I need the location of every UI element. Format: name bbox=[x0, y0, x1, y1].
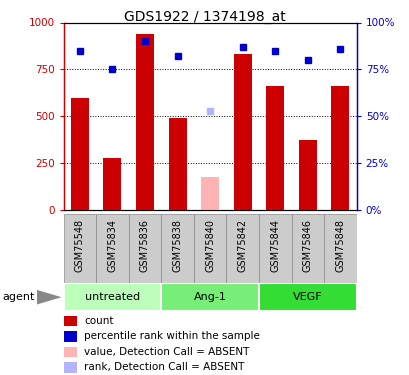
Text: GSM75836: GSM75836 bbox=[139, 219, 150, 272]
Text: GSM75846: GSM75846 bbox=[302, 219, 312, 272]
Text: agent: agent bbox=[2, 292, 34, 302]
Bar bbox=[161, 283, 258, 311]
Bar bbox=[324, 214, 356, 283]
Text: GSM75548: GSM75548 bbox=[75, 219, 85, 272]
Bar bbox=[136, 34, 153, 210]
Bar bbox=[128, 214, 161, 283]
Bar bbox=[71, 98, 89, 210]
Bar bbox=[96, 214, 128, 283]
Text: GSM75844: GSM75844 bbox=[270, 219, 280, 272]
Bar bbox=[63, 283, 161, 311]
Bar bbox=[63, 214, 96, 283]
Text: GSM75834: GSM75834 bbox=[107, 219, 117, 272]
Bar bbox=[63, 332, 76, 342]
Bar bbox=[258, 214, 291, 283]
Text: rank, Detection Call = ABSENT: rank, Detection Call = ABSENT bbox=[84, 362, 244, 372]
Bar bbox=[233, 54, 251, 210]
Bar bbox=[226, 214, 258, 283]
Text: percentile rank within the sample: percentile rank within the sample bbox=[84, 332, 259, 341]
Bar bbox=[168, 118, 186, 210]
Polygon shape bbox=[37, 290, 61, 304]
Bar bbox=[161, 214, 193, 283]
Bar bbox=[103, 158, 121, 210]
Text: GSM75838: GSM75838 bbox=[172, 219, 182, 272]
Text: untreated: untreated bbox=[85, 292, 139, 302]
Text: count: count bbox=[84, 316, 113, 326]
Text: GDS1922 / 1374198_at: GDS1922 / 1374198_at bbox=[124, 10, 285, 24]
Bar bbox=[291, 214, 324, 283]
Bar bbox=[193, 214, 226, 283]
Bar bbox=[330, 86, 348, 210]
Bar bbox=[201, 177, 218, 210]
Text: Ang-1: Ang-1 bbox=[193, 292, 226, 302]
Bar bbox=[258, 283, 356, 311]
Bar bbox=[266, 86, 283, 210]
Bar bbox=[63, 347, 76, 357]
Bar bbox=[63, 362, 76, 373]
Text: VEGF: VEGF bbox=[292, 292, 322, 302]
Text: value, Detection Call = ABSENT: value, Detection Call = ABSENT bbox=[84, 347, 249, 357]
Bar bbox=[298, 140, 316, 210]
Bar bbox=[63, 316, 76, 326]
Text: GSM75848: GSM75848 bbox=[335, 219, 344, 272]
Text: GSM75840: GSM75840 bbox=[204, 219, 215, 272]
Text: GSM75842: GSM75842 bbox=[237, 219, 247, 272]
